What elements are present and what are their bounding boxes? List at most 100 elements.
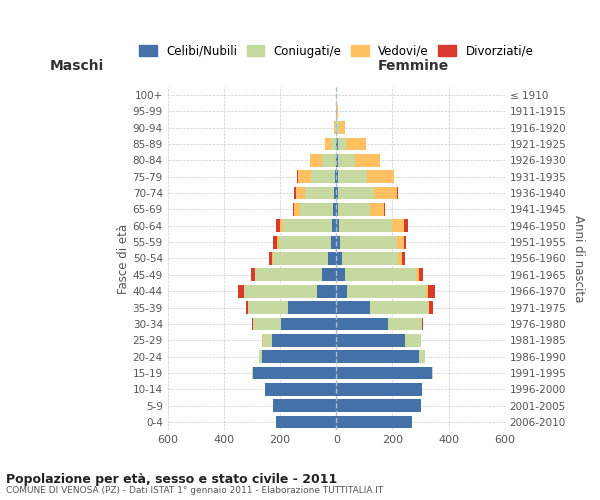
Bar [322,268,336,281]
Bar [263,334,272,346]
Bar [422,318,424,330]
Bar [336,186,338,200]
Bar [336,154,338,167]
Bar [322,154,336,167]
Bar [384,203,385,216]
Bar [338,170,367,183]
Bar [317,285,336,298]
Bar [269,252,272,265]
Bar [276,416,336,428]
Bar [331,236,336,248]
Bar [336,318,388,330]
Bar [342,252,398,265]
Bar [338,203,370,216]
Bar [428,301,429,314]
Bar [419,268,424,281]
Bar [296,186,305,200]
Bar [339,220,392,232]
Bar [336,383,422,396]
Bar [300,203,334,216]
Bar [297,170,298,183]
Bar [273,252,328,265]
Text: COMUNE DI VENOSA (PZ) - Dati ISTAT 1° gennaio 2011 - Elaborazione TUTTITALIA.IT: COMUNE DI VENOSA (PZ) - Dati ISTAT 1° ge… [6,486,383,495]
Bar [247,301,248,314]
Bar [370,301,428,314]
Bar [253,366,336,380]
Bar [419,350,425,363]
Bar [273,236,277,248]
Bar [404,236,406,248]
Bar [338,154,355,167]
Bar [298,170,311,183]
Bar [404,220,408,232]
Bar [336,366,432,380]
Bar [262,350,336,363]
Bar [325,138,331,150]
Bar [374,186,397,200]
Bar [281,318,336,330]
Bar [367,170,394,183]
Bar [252,318,253,330]
Bar [336,203,338,216]
Bar [280,220,283,232]
Text: Popolazione per età, sesso e stato civile - 2011: Popolazione per età, sesso e stato civil… [6,472,337,486]
Bar [294,186,296,200]
Bar [336,399,421,412]
Bar [276,220,280,232]
Bar [405,334,421,346]
Bar [272,252,273,265]
Bar [338,186,374,200]
Bar [277,236,278,248]
Bar [426,285,428,298]
Bar [336,236,340,248]
Y-axis label: Anni di nascita: Anni di nascita [572,215,585,302]
Bar [294,203,300,216]
Bar [336,334,405,346]
Bar [355,154,380,167]
Bar [336,285,347,298]
Bar [340,236,397,248]
Text: Femmine: Femmine [378,59,449,73]
Bar [331,138,336,150]
Bar [311,170,335,183]
Bar [398,252,402,265]
Bar [370,203,384,216]
Bar [334,203,336,216]
Bar [428,285,434,298]
Bar [336,220,339,232]
Bar [310,154,322,167]
Bar [397,186,398,200]
Bar [305,186,334,200]
Bar [335,170,336,183]
Bar [392,220,404,232]
Bar [248,301,289,314]
Bar [244,285,317,298]
Bar [336,170,338,183]
Bar [272,334,336,346]
Bar [336,105,338,118]
Bar [259,350,262,363]
Bar [397,236,404,248]
Legend: Celibi/Nubili, Coniugati/e, Vedovi/e, Divorziati/e: Celibi/Nubili, Coniugati/e, Vedovi/e, Di… [136,42,537,62]
Bar [283,220,332,232]
Bar [289,301,336,314]
Y-axis label: Fasce di età: Fasce di età [117,224,130,294]
Bar [334,122,335,134]
Bar [344,268,416,281]
Bar [265,383,336,396]
Bar [402,252,405,265]
Bar [336,416,412,428]
Bar [335,122,336,134]
Bar [253,318,281,330]
Bar [251,268,255,281]
Bar [262,334,263,346]
Bar [347,285,426,298]
Bar [336,350,419,363]
Bar [328,252,336,265]
Bar [336,268,344,281]
Bar [255,268,322,281]
Text: Maschi: Maschi [50,59,104,73]
Bar [388,318,422,330]
Bar [432,366,433,380]
Bar [338,138,346,150]
